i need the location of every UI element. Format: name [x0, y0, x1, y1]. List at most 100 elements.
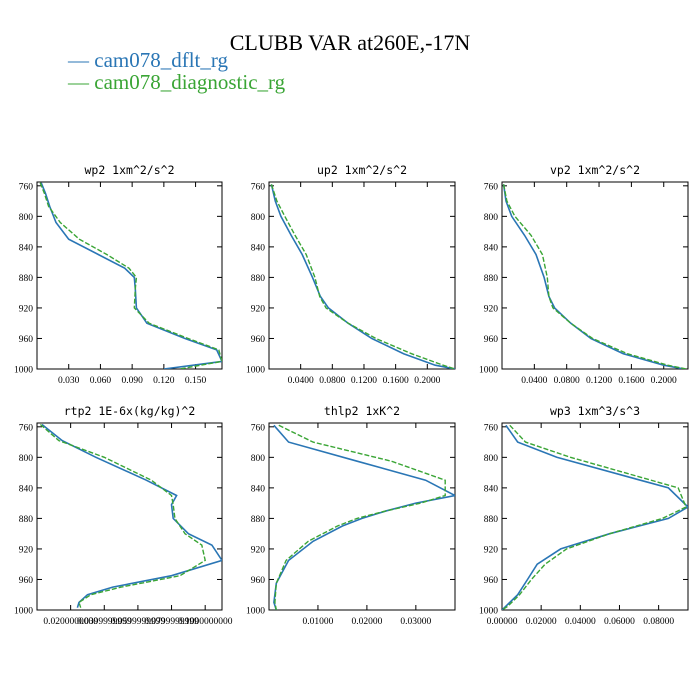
y-tick-label: 800 [19, 213, 34, 223]
series-line-diagnostic [502, 184, 687, 369]
x-tick-label: 0.090 [121, 376, 143, 386]
y-tick-label: 800 [484, 454, 499, 464]
plot-frame [36, 422, 223, 611]
x-tick-label: 0.0799999999 [144, 617, 199, 627]
x-tick-label: 0.02000 [351, 617, 382, 627]
y-tick-label: 840 [19, 243, 34, 253]
x-tick-label: 0.1200 [586, 376, 612, 386]
y-tick-label: 960 [484, 335, 499, 345]
y-tick-label: 880 [484, 515, 499, 525]
x-tick-label: 0.0400 [521, 376, 547, 386]
y-tick-label: 1000 [14, 366, 33, 376]
plot-frame [268, 181, 456, 370]
plot-title: wp2 1xm^2/s^2 [84, 163, 174, 177]
y-tick-label: 960 [19, 335, 34, 345]
series-line-dflt [502, 184, 685, 369]
plot-frame [268, 422, 456, 611]
y-tick-label: 920 [19, 304, 34, 314]
legend: — cam078_dflt_rg — cam078_diagnostic_rg [68, 49, 285, 93]
y-tick-label: 920 [484, 545, 499, 555]
panel-5: thlp2 1xK^2 760 800 840 880 920 960 1000 0.01000… [246, 404, 456, 627]
series-line-diagnostic [39, 423, 206, 608]
y-tick-label: 840 [251, 243, 266, 253]
legend-item-diagnostic: — cam078_diagnostic_rg [68, 71, 285, 93]
x-tick-label: 0.060 [90, 376, 112, 386]
y-tick-label: 880 [19, 515, 34, 525]
y-tick-label: 880 [484, 274, 499, 284]
panel-6: wp3 1xm^3/s^3 760 800 840 880 920 960 10000.000… [479, 404, 689, 627]
panel-4: rtp2 1E-6x(kg/kg)^2 760 800 840 880 920 960 100… [14, 404, 233, 627]
x-tick-label: 0.0399999999 [77, 617, 132, 627]
x-tick-label: 0.1600 [383, 376, 409, 386]
figure-title: CLUBB VAR at260E,-17N [229, 30, 471, 55]
y-tick-label: 920 [251, 545, 266, 555]
x-tick-label: 0.1200 [351, 376, 377, 386]
x-tick-label: 0.0599999999 [111, 617, 166, 627]
series-line-diagnostic [502, 424, 687, 610]
x-tick-label: 0.0800 [319, 376, 345, 386]
x-tick-label: 0.02000 [526, 617, 557, 627]
y-tick-label: 1000 [479, 366, 498, 376]
legend-marker-dflt: — [68, 48, 89, 72]
y-tick-label: 960 [251, 335, 266, 345]
plot-title: up2 1xm^2/s^2 [317, 163, 407, 177]
x-tick-label: 0.04000 [565, 617, 596, 627]
y-tick-label: 1000 [479, 607, 498, 617]
x-tick-label: 0.120 [153, 376, 175, 386]
x-tick-label: 0.1000000000 [178, 617, 233, 627]
x-tick-label: 0.0800 [554, 376, 580, 386]
x-tick-label: 0.01000 [303, 617, 334, 627]
plot-title: thlp2 1xK^2 [324, 404, 400, 418]
x-tick-label: 0.06000 [604, 617, 635, 627]
panel-1: wp2 1xm^2/s^2 760 800 840 880 920 960 1000 0.030… [14, 163, 223, 386]
legend-label-dflt: cam078_dflt_rg [94, 48, 229, 72]
y-tick-label: 800 [251, 454, 266, 464]
y-tick-label: 960 [484, 576, 499, 586]
y-tick-label: 920 [484, 304, 499, 314]
series-line-dflt [41, 423, 222, 608]
legend-item-dflt: — cam078_dflt_rg [68, 49, 285, 71]
y-tick-label: 760 [484, 182, 499, 192]
series-line-diagnostic [39, 182, 222, 369]
y-tick-label: 800 [251, 213, 266, 223]
x-tick-label: 0.08000 [643, 617, 674, 627]
x-tick-label: 0.00000 [487, 617, 518, 627]
y-tick-label: 760 [251, 182, 266, 192]
x-tick-label: 0.1600 [618, 376, 644, 386]
y-tick-label: 800 [19, 454, 34, 464]
series-line-diagnostic [270, 184, 455, 369]
y-tick-label: 1000 [246, 607, 265, 617]
y-tick-label: 760 [251, 423, 266, 433]
x-tick-label: 0.2000 [414, 376, 440, 386]
y-tick-label: 1000 [246, 366, 265, 376]
plot-title: wp3 1xm^3/s^3 [550, 404, 640, 418]
y-tick-label: 760 [484, 423, 499, 433]
y-tick-label: 920 [251, 304, 266, 314]
y-tick-label: 880 [19, 274, 34, 284]
y-tick-label: 800 [484, 213, 499, 223]
series-line-diagnostic [274, 424, 446, 610]
y-tick-label: 960 [251, 576, 266, 586]
plot-title: vp2 1xm^2/s^2 [550, 163, 640, 177]
plot-frame [501, 422, 689, 611]
y-tick-label: 840 [251, 484, 266, 494]
y-tick-label: 840 [484, 243, 499, 253]
y-tick-label: 1000 [14, 607, 33, 617]
series-line-dflt [270, 184, 455, 369]
legend-marker-diagnostic: — [68, 70, 89, 94]
y-tick-label: 960 [19, 576, 34, 586]
y-tick-label: 840 [484, 484, 499, 494]
plot-frame [501, 181, 689, 370]
series-line-dflt [273, 424, 455, 610]
plot-frame [36, 181, 223, 370]
panel-3: vp2 1xm^2/s^2 760 800 840 880 920 960 1000 0.040… [479, 163, 689, 386]
y-tick-label: 760 [19, 423, 34, 433]
x-tick-label: 0.0400 [288, 376, 314, 386]
y-tick-label: 880 [251, 515, 266, 525]
x-tick-label: 0.030 [58, 376, 80, 386]
panel-2: up2 1xm^2/s^2 760 800 840 880 920 960 1000 0.040… [246, 163, 456, 386]
x-tick-label: 0.03000 [400, 617, 431, 627]
legend-label-diagnostic: cam078_diagnostic_rg [94, 70, 286, 94]
plot-title: rtp2 1E-6x(kg/kg)^2 [64, 404, 196, 418]
